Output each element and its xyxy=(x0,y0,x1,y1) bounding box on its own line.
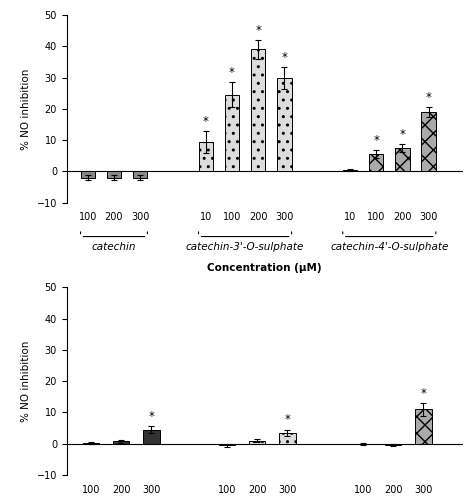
Text: *: * xyxy=(148,410,154,424)
Text: *: * xyxy=(419,387,426,400)
Text: catechin-3'-O-sulphate: catechin-3'-O-sulphate xyxy=(186,242,304,252)
Text: catechin-4'-O-sulphate: catechin-4'-O-sulphate xyxy=(329,242,447,252)
Y-axis label: % NO inhibition: % NO inhibition xyxy=(21,340,31,422)
Bar xyxy=(342,170,357,172)
Bar xyxy=(394,148,409,172)
Bar xyxy=(224,95,238,172)
Bar xyxy=(384,444,401,446)
Bar xyxy=(414,410,431,444)
Bar xyxy=(80,172,95,177)
Text: *: * xyxy=(284,414,290,426)
Text: *: * xyxy=(372,134,378,147)
Bar xyxy=(277,78,291,172)
Bar xyxy=(113,441,129,444)
Bar xyxy=(420,112,435,172)
Y-axis label: % NO inhibition: % NO inhibition xyxy=(21,68,31,150)
Bar xyxy=(250,50,265,172)
Text: *: * xyxy=(398,128,405,141)
Bar xyxy=(368,154,383,172)
Text: catechin: catechin xyxy=(91,242,136,252)
Text: *: * xyxy=(255,24,260,37)
Text: Concentration (μM): Concentration (μM) xyxy=(207,263,321,273)
Bar xyxy=(248,440,265,444)
Bar xyxy=(107,172,121,177)
Bar xyxy=(82,443,99,444)
Text: *: * xyxy=(228,66,234,79)
Text: *: * xyxy=(425,91,431,104)
Bar xyxy=(133,172,147,177)
Bar xyxy=(198,142,212,172)
Text: *: * xyxy=(281,50,287,64)
Bar xyxy=(278,433,295,444)
Bar xyxy=(218,444,235,446)
Text: *: * xyxy=(202,114,208,128)
Bar xyxy=(143,430,159,444)
